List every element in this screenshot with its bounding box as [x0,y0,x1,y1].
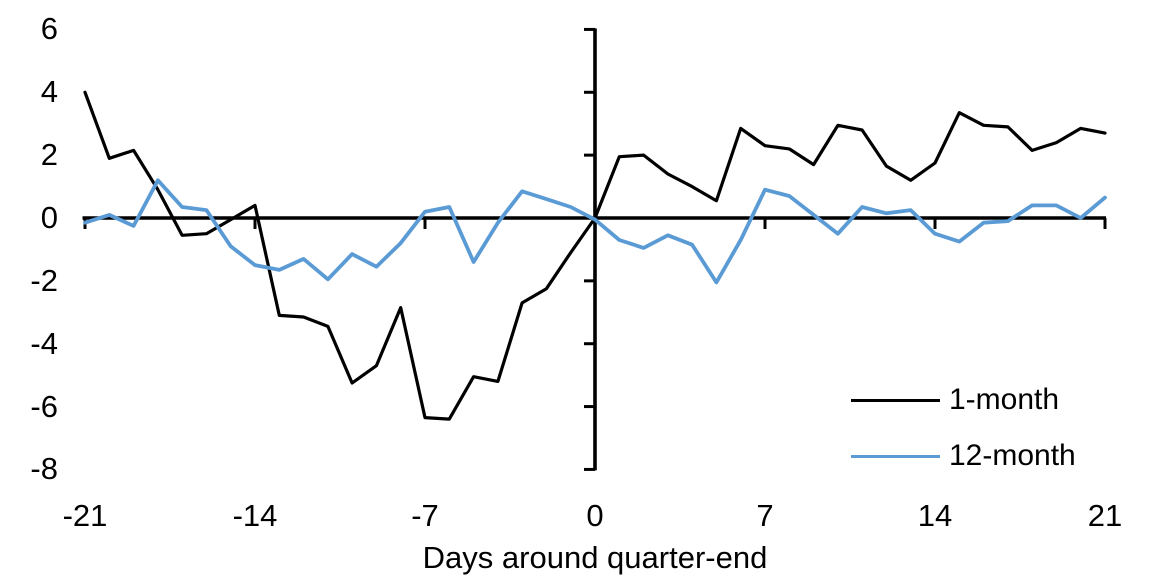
legend-item: 12-month [851,428,1076,484]
legend-label: 12-month [949,439,1076,472]
y-tick-label: -8 [30,451,58,487]
legend-label: 1-month [949,383,1060,416]
x-tick-label: 21 [1087,498,1123,533]
y-tick-label: -6 [30,388,58,424]
x-tick-label: -7 [411,498,439,533]
legend: 1-month 12-month [851,372,1076,484]
legend-line-swatch [851,398,940,402]
y-tick-label: -2 [30,262,58,298]
x-axis-title: Days around quarter-end [422,540,768,575]
x-tick-label: -21 [62,498,108,533]
legend-line-swatch [851,454,940,458]
y-tick-label: 0 [40,200,58,235]
y-tick-label: 2 [40,137,58,173]
y-tick-label: -4 [30,325,58,361]
series-lines [83,90,1107,421]
x-tick-label: 0 [586,498,604,533]
x-tick-label: -14 [232,498,278,533]
y-tick-label: 4 [40,74,58,110]
x-tick-label: 7 [756,498,774,533]
line-12-month [83,178,1107,285]
y-tick-label: 6 [40,11,58,47]
x-tick-label: 14 [917,498,953,533]
legend-item: 1-month [851,372,1076,428]
